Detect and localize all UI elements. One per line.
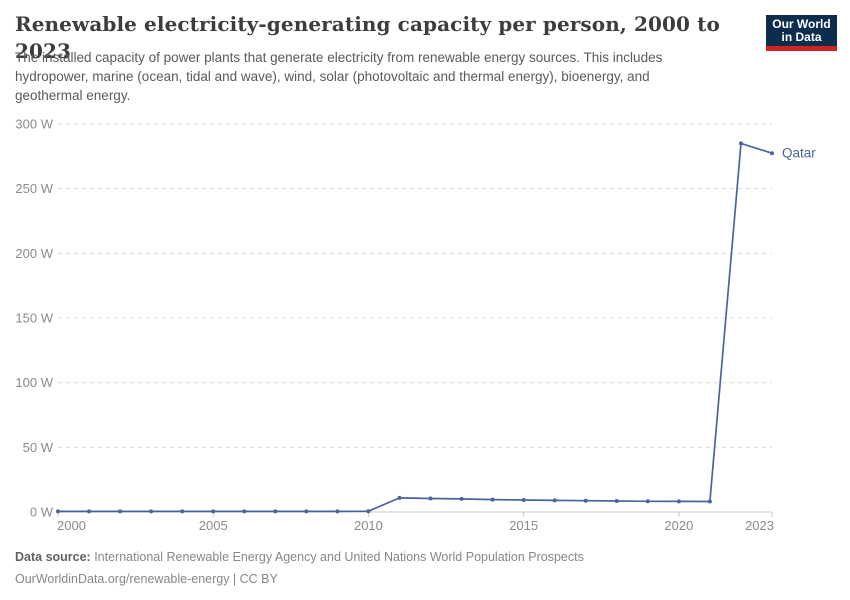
data-point — [614, 499, 619, 503]
chart-subtitle: The installed capacity of power plants t… — [15, 48, 745, 105]
owid-logo-accent-bar — [766, 46, 837, 51]
data-point — [583, 498, 588, 503]
x-axis-tick-label: 2010 — [354, 518, 383, 533]
y-axis-tick-label: 150 W — [15, 311, 53, 326]
data-point — [676, 499, 681, 504]
y-axis-tick-label: 200 W — [15, 246, 53, 261]
data-point — [149, 509, 154, 514]
data-point — [707, 499, 712, 504]
subtitle-line: geothermal energy. — [15, 88, 131, 103]
data-point — [273, 509, 278, 514]
data-point — [770, 151, 774, 156]
x-axis-tick-label: 2015 — [509, 518, 538, 533]
x-axis-tick-label: 2000 — [57, 518, 86, 533]
data-point — [304, 509, 309, 514]
x-axis-tick-label: 2023 — [745, 518, 774, 533]
data-point — [87, 509, 91, 514]
data-source-text: International Renewable Energy Agency an… — [90, 550, 584, 564]
y-axis-tick-label: 250 W — [15, 181, 53, 196]
chart-title: Renewable electricity-generating capacit… — [15, 12, 720, 63]
data-point — [490, 497, 495, 502]
y-axis-tick-label: 300 W — [15, 117, 53, 132]
data-point — [645, 499, 650, 504]
data-point — [552, 498, 557, 503]
data-point — [428, 496, 433, 501]
data-source-label: Data source: — [15, 550, 91, 564]
series-line — [58, 142, 773, 513]
y-axis-tick-label: 100 W — [15, 375, 53, 390]
y-axis-tick-label: 0 W — [30, 505, 54, 520]
citation-line: OurWorldinData.org/renewable-energy | CC… — [15, 572, 278, 586]
data-point — [335, 509, 340, 514]
subtitle-line: The installed capacity of power plants t… — [15, 50, 663, 65]
y-axis-tick-label: 50 W — [23, 440, 54, 455]
owid-logo[interactable]: Our World in Data — [766, 15, 837, 51]
data-point — [397, 495, 402, 500]
x-axis-tick-label: 2005 — [199, 518, 228, 533]
data-point — [211, 509, 216, 514]
data-point — [180, 509, 185, 514]
data-point — [459, 496, 464, 501]
chart-footer: Data source: International Renewable Ene… — [15, 546, 584, 590]
owid-logo-text: Our World in Data — [766, 15, 837, 46]
data-point — [118, 509, 123, 514]
x-axis-tick-label: 2020 — [664, 518, 693, 533]
data-point — [242, 509, 247, 514]
data-point — [56, 509, 60, 514]
data-point — [739, 141, 743, 146]
series-end-label[interactable]: Qatar — [782, 146, 816, 161]
data-source-line: Data source: International Renewable Ene… — [15, 546, 584, 568]
data-point — [366, 509, 371, 514]
data-point — [521, 498, 526, 502]
subtitle-line: hydropower, marine (ocean, tidal and wav… — [15, 69, 650, 84]
